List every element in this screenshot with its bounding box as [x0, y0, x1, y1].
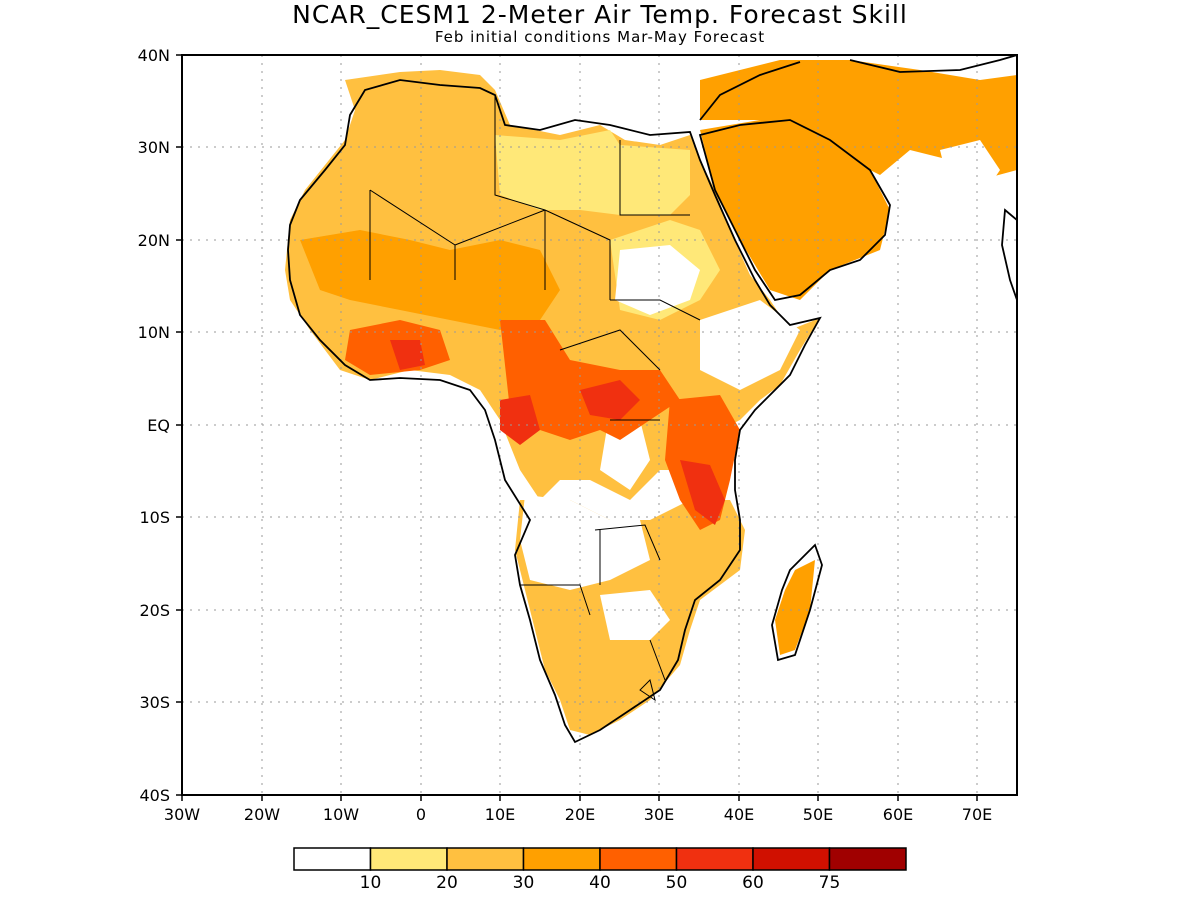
lon-label: 30W	[164, 805, 200, 824]
lat-label: 40S	[139, 786, 170, 805]
lon-label: 50E	[803, 805, 833, 824]
map-subtitle: Feb initial conditions Mar-May Forecast	[434, 28, 766, 46]
lon-label: 20E	[565, 805, 595, 824]
colorbar-label: 20	[436, 873, 458, 893]
skill-field-libya-white	[940, 140, 1000, 200]
skill-field-madagascar	[775, 560, 815, 655]
country-borders	[369, 95, 701, 702]
colorbar-swatch-2	[446, 847, 525, 871]
skill-field-gabon-red	[500, 395, 540, 445]
colorbar-swatch-6	[752, 847, 831, 871]
skill-field-tanzania-red	[680, 460, 725, 525]
skill-field-ethiopia-white	[700, 300, 800, 390]
map-plot-area	[285, 60, 1017, 735]
skill-field-sudan-white	[615, 245, 700, 315]
lat-label: 30S	[139, 693, 170, 712]
skill-field-angola-white	[520, 495, 650, 590]
graticule	[182, 55, 1017, 795]
longitude-labels: 30W 20W 10W 0 10E 20E 30E 40E 50E 60E 70…	[164, 805, 992, 824]
skill-field-west-africa-orange	[300, 230, 560, 330]
colorbar: 10 20 30 40 50 60 75	[293, 847, 907, 893]
colorbar-label: 40	[589, 873, 611, 893]
colorbar-label: 10	[360, 873, 382, 893]
colorbar-label: 50	[666, 873, 688, 893]
colorbar-swatch-5	[675, 847, 754, 871]
coastlines	[287, 55, 1017, 744]
skill-field-arabia	[700, 120, 890, 300]
axis-ticks	[176, 54, 978, 801]
colorbar-swatch-0	[293, 847, 372, 871]
lat-label: 10S	[139, 508, 170, 527]
lat-label: 40N	[138, 46, 170, 65]
lon-label: 20W	[244, 805, 280, 824]
skill-field-drc-red	[580, 380, 640, 420]
latitude-labels: 40N 30N 20N 10N EQ 10S 20S 30S 40S	[138, 46, 170, 805]
colorbar-swatch-4	[599, 847, 678, 871]
lat-label: 20S	[139, 601, 170, 620]
map-title: NCAR_CESM1 2-Meter Air Temp. Forecast Sk…	[292, 0, 908, 29]
skill-field-sahara-light	[495, 130, 690, 215]
lon-label: 60E	[883, 805, 913, 824]
skill-field-middle-east	[700, 60, 1017, 180]
lon-label: 0	[416, 805, 426, 824]
lat-label: 20N	[138, 231, 170, 250]
lat-label: 30N	[138, 138, 170, 157]
lat-label: 10N	[138, 323, 170, 342]
lon-label: 40E	[724, 805, 754, 824]
colorbar-swatch-3	[522, 847, 601, 871]
skill-field-central-orange	[500, 320, 680, 440]
skill-field-ghana-red	[390, 340, 425, 370]
colorbar-label: 30	[513, 873, 535, 893]
colorbar-label: 60	[742, 873, 764, 893]
skill-field-botswana-white	[600, 590, 670, 640]
lon-label: 70E	[962, 805, 992, 824]
colorbar-swatch-1	[369, 847, 448, 871]
colorbar-label: 75	[819, 873, 841, 893]
lon-label: 10E	[485, 805, 515, 824]
lon-label: 10W	[323, 805, 359, 824]
colorbar-swatch-7	[828, 847, 907, 871]
lat-label: EQ	[147, 416, 170, 435]
lon-label: 30E	[644, 805, 674, 824]
